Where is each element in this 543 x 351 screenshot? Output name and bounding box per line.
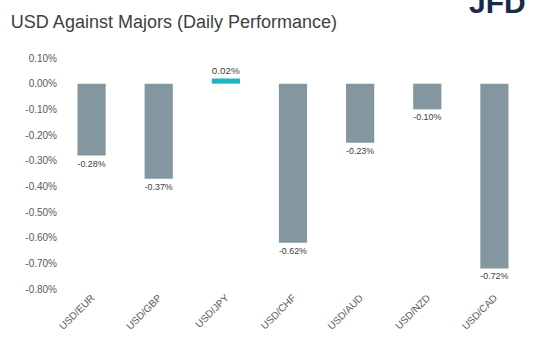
svg-text:-0.30%: -0.30%: [25, 155, 57, 166]
svg-text:-0.28%: -0.28%: [77, 159, 105, 169]
svg-text:-0.37%: -0.37%: [145, 182, 173, 192]
svg-text:-0.23%: -0.23%: [346, 146, 374, 156]
svg-text:-0.10%: -0.10%: [413, 112, 441, 122]
svg-text:USD/CHF: USD/CHF: [259, 292, 298, 331]
svg-text:USD/CAD: USD/CAD: [460, 292, 500, 332]
svg-text:0.10%: 0.10%: [29, 53, 57, 64]
svg-text:JFD: JFD: [469, 0, 526, 19]
svg-text:-0.50%: -0.50%: [25, 207, 57, 218]
svg-text:USD/NZD: USD/NZD: [393, 292, 432, 331]
svg-text:0.00%: 0.00%: [29, 78, 57, 89]
svg-text:USD/JPY: USD/JPY: [193, 292, 231, 330]
svg-text:-0.62%: -0.62%: [279, 246, 307, 256]
svg-text:0.02%: 0.02%: [212, 65, 240, 76]
svg-text:-0.20%: -0.20%: [25, 130, 57, 141]
svg-text:USD/EUR: USD/EUR: [57, 292, 97, 332]
svg-text:-0.70%: -0.70%: [25, 258, 57, 269]
svg-text:USD/GBP: USD/GBP: [124, 292, 164, 332]
svg-text:-0.80%: -0.80%: [25, 284, 57, 295]
svg-text:USD Against Majors (Daily Perf: USD Against Majors (Daily Performance): [11, 12, 337, 32]
svg-text:-0.72%: -0.72%: [480, 271, 508, 281]
svg-text:USD/AUD: USD/AUD: [325, 292, 365, 332]
svg-text:-0.60%: -0.60%: [25, 232, 57, 243]
svg-text:-0.10%: -0.10%: [25, 104, 57, 115]
svg-text:-0.40%: -0.40%: [25, 181, 57, 192]
